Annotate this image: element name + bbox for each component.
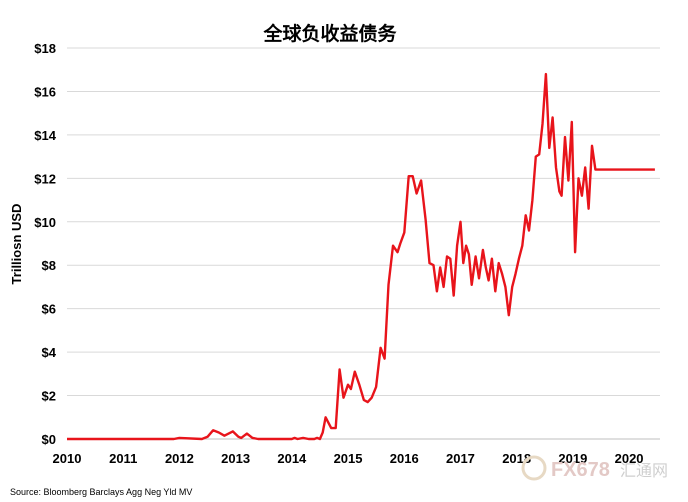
- y-tick-label: $18: [34, 41, 56, 56]
- x-tick-label: 2019: [558, 451, 587, 466]
- y-tick-label: $0: [42, 432, 56, 447]
- y-tick-label: $4: [42, 345, 57, 360]
- watermark: FX678 汇通网: [521, 455, 668, 481]
- x-tick-label: 2014: [277, 451, 307, 466]
- x-axis-ticks: 2010 2011 2012 2013 2014 2015 2016 2017 2018 2019…: [53, 451, 644, 466]
- gridlines: [67, 47, 660, 397]
- source-note: Source: Bloomberg Barclays Agg Neg Yld M…: [10, 487, 192, 497]
- watermark-text: FX678: [551, 459, 610, 481]
- chart-title: 全球负收益债务: [262, 22, 397, 45]
- series-line: [67, 72, 655, 441]
- y-axis-label: Trilliosn USD: [9, 204, 24, 285]
- x-tick-label: 2016: [390, 451, 419, 466]
- y-tick-label: $2: [42, 389, 56, 404]
- series-group: [67, 72, 655, 441]
- y-tick-label: $14: [34, 128, 56, 143]
- watermark-logo-icon: [521, 455, 547, 481]
- x-tick-label: 2012: [165, 451, 194, 466]
- x-tick-label: 2011: [109, 451, 137, 466]
- x-tick-label: 2013: [221, 451, 250, 466]
- y-tick-label: $6: [42, 302, 56, 317]
- y-tick-label: $12: [34, 171, 56, 186]
- y-tick-label: $10: [34, 215, 56, 230]
- y-tick-label: $8: [42, 258, 56, 273]
- x-tick-label: 2010: [53, 451, 82, 466]
- y-tick-label: $16: [34, 84, 56, 99]
- watermark-subtext: 汇通网: [620, 461, 668, 480]
- x-tick-label: 2015: [334, 451, 363, 466]
- x-tick-label: 2020: [615, 451, 644, 466]
- x-tick-label: 2017: [446, 451, 475, 466]
- y-axis-ticks: $0 $2 $4 $6 $8 $10 $12 $14 $16 $18: [34, 41, 56, 447]
